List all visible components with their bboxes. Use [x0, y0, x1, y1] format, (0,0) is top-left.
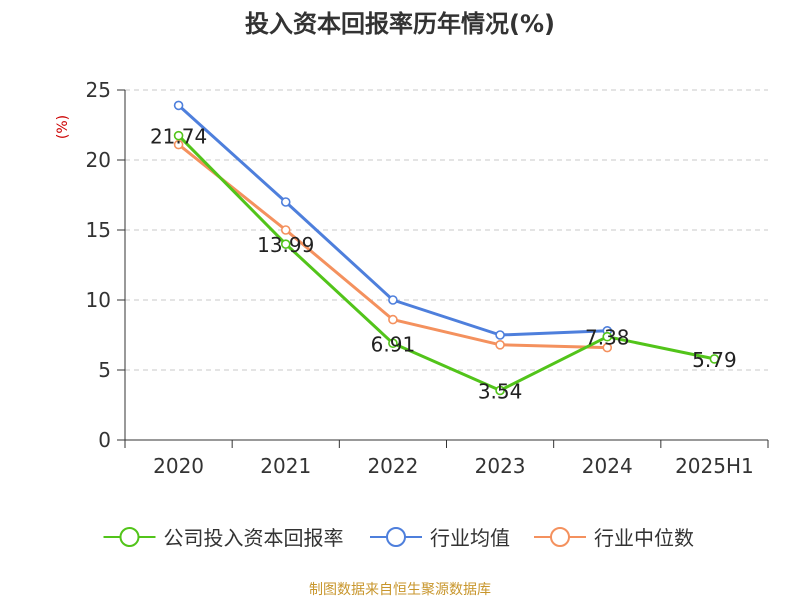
series-line	[177, 134, 716, 392]
series-point	[495, 339, 505, 350]
y-tick-label: 15	[86, 218, 111, 242]
legend-swatch-marker	[119, 527, 140, 547]
legend[interactable]: 公司投入资本回报率 行业均值 行业中位数	[103, 526, 695, 550]
data-label: 13.99	[257, 233, 314, 257]
x-tick-label: 2021	[260, 454, 311, 478]
x-tick-label: 2023	[475, 454, 526, 478]
series-point	[388, 295, 398, 305]
source-note: 制图数据来自恒生聚源数据库	[309, 582, 491, 598]
legend-item[interactable]: 行业中位数	[534, 526, 694, 550]
data-label: 7.38	[585, 326, 630, 350]
y-tick-label: 20	[86, 148, 111, 172]
legend-label: 行业均值	[430, 526, 510, 550]
series-point	[280, 197, 291, 207]
series-point	[495, 330, 505, 340]
y-tick-label: 5	[98, 358, 111, 382]
legend-swatch-marker	[550, 527, 570, 547]
series-point	[388, 338, 398, 349]
x-tick-label: 2025H1	[675, 454, 754, 478]
axes: 0 5 10 15 20 25 2020 2021 2022 2023 2024 2025H1	[86, 78, 769, 478]
legend-label: 公司投入资本回报率	[164, 526, 344, 550]
series-point	[173, 100, 184, 111]
chart-title: 投入资本回报率历年情况(%)	[245, 10, 555, 38]
series-point	[173, 139, 184, 150]
series-point	[495, 385, 505, 396]
series-point	[388, 314, 398, 325]
y-tick-label: 25	[86, 78, 111, 102]
series-point	[173, 130, 184, 141]
legend-item[interactable]: 行业均值	[370, 526, 510, 550]
legend-label: 行业中位数	[594, 526, 694, 550]
series-point	[709, 354, 720, 364]
data-label: 5.79	[692, 348, 737, 372]
legend-swatch-marker	[386, 527, 406, 547]
series-point	[602, 342, 613, 353]
legend-item[interactable]: 公司投入资本回报率	[103, 526, 344, 550]
y-axis-label: (%)	[55, 115, 71, 139]
gridlines	[125, 89, 768, 371]
data-label: 6.91	[371, 332, 416, 356]
series-point	[602, 331, 613, 342]
data-labels: 21.74 13.99 6.91 3.54 7.38 5.79	[150, 125, 737, 404]
y-tick-label: 0	[98, 428, 111, 452]
series-layer	[173, 100, 720, 396]
data-label: 21.74	[150, 125, 207, 149]
y-tick-label: 10	[86, 288, 111, 312]
series-point	[280, 239, 291, 249]
x-tick-label: 2024	[582, 454, 633, 478]
x-tick-label: 2022	[367, 454, 418, 478]
series-point	[280, 225, 291, 235]
data-label: 3.54	[478, 379, 523, 403]
x-tick-label: 2020	[153, 454, 204, 478]
